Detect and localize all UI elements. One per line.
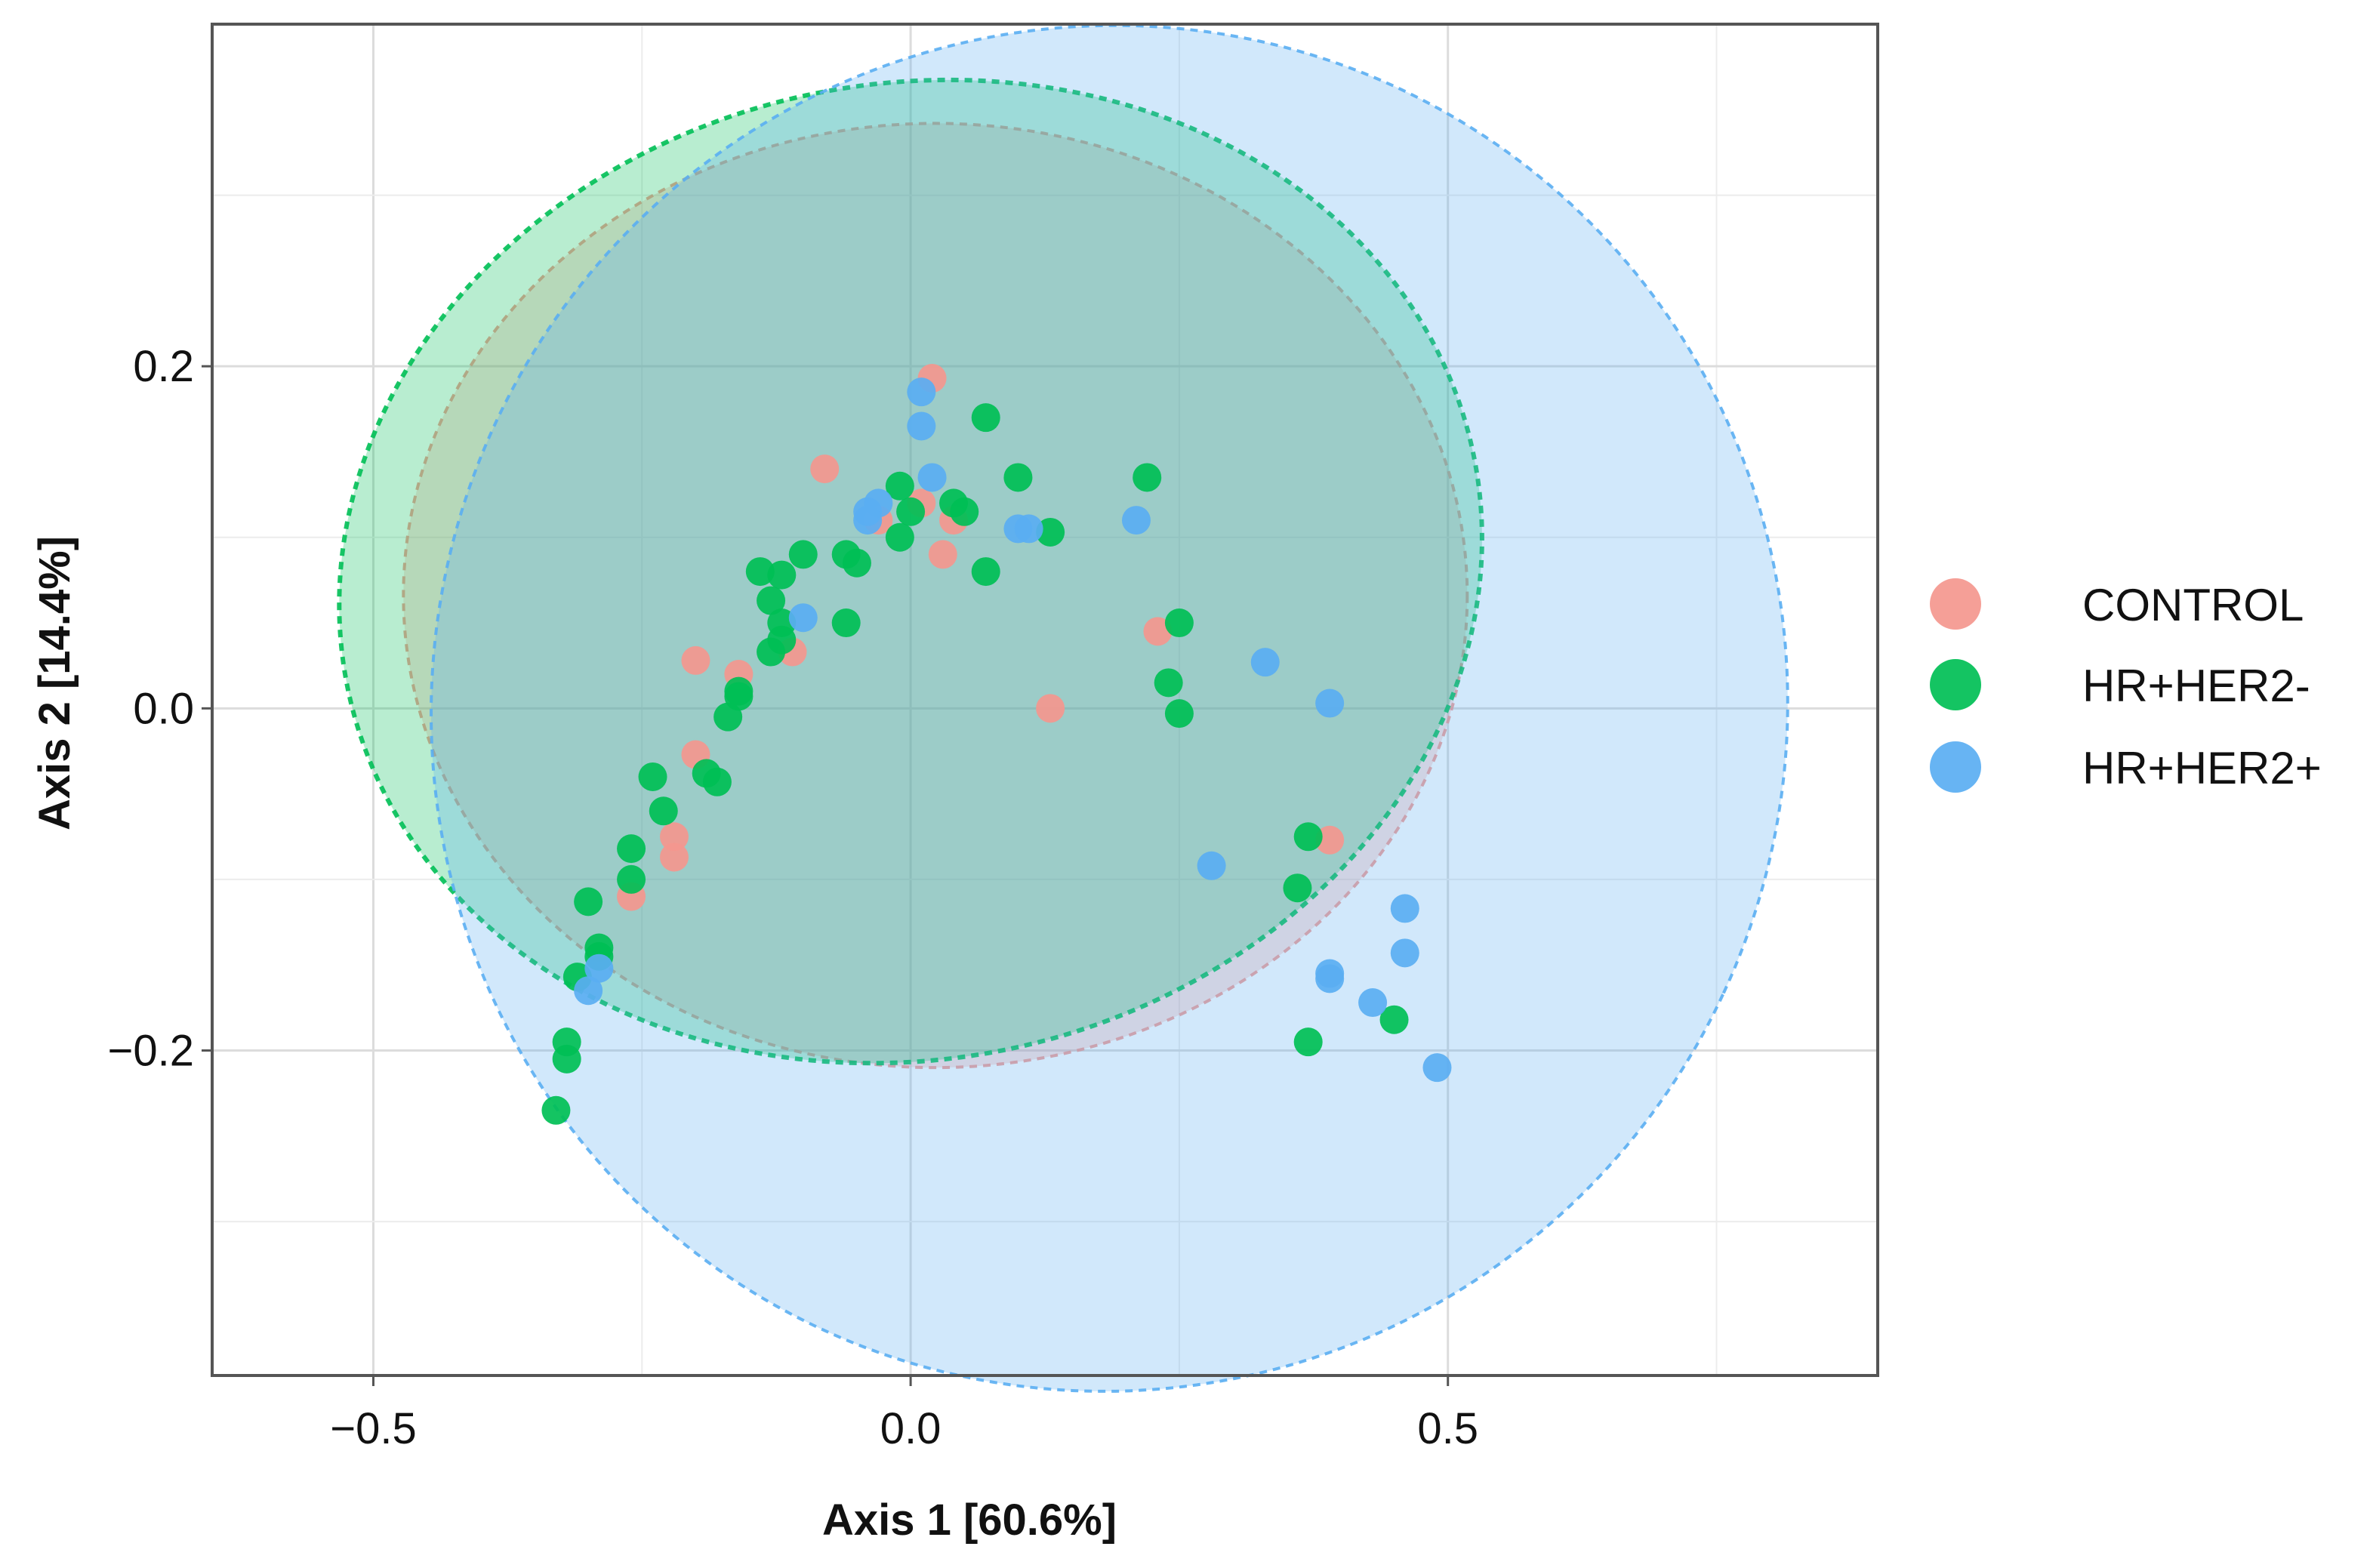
point-hr-her2- [1315,964,1345,993]
point-hr-her2- [757,586,786,615]
point-hr-her2- [1164,699,1194,729]
point-hr-her2- [1197,851,1226,880]
point-hr-her2- [574,887,603,916]
point-hr-her2- [907,377,936,407]
point-hr-her2- [950,497,979,526]
point-control [659,843,689,872]
point-hr-her2- [541,1095,571,1125]
point-hr-her2- [907,411,936,441]
point-hr-her2- [1250,648,1280,677]
legend-key-hr-her2- [1930,659,1981,710]
point-hr-her2- [1293,822,1323,852]
x-tick-label: 0.0 [880,1404,942,1453]
point-hr-her2- [1003,463,1033,492]
y-tick-label: 0.2 [133,342,194,391]
point-hr-her2- [1379,1005,1409,1034]
point-hr-her2- [757,637,786,667]
ellipse-hr-her2- [430,23,1789,1393]
point-hr-her2- [584,953,614,983]
point-hr-her2- [552,1044,581,1074]
point-hr-her2- [1014,514,1043,544]
point-hr-her2- [1121,506,1151,535]
x-axis-title: Axis 1 [60.6%] [822,1496,1117,1545]
point-hr-her2- [574,976,603,1006]
point-hr-her2- [971,403,1000,433]
point-control [659,822,689,852]
legend: CONTROL HR+HER2- HR+HER2+ [1930,578,2322,793]
point-hr-her2- [896,497,926,526]
legend-label-control: CONTROL [2082,580,2304,630]
point-hr-her2- [917,463,947,492]
point-hr-her2- [1036,517,1065,547]
point-hr-her2- [1390,938,1419,968]
legend-label-hr-her2-: HR+HER2- [2082,661,2310,711]
point-hr-her2- [1283,873,1312,903]
plot-panel-border [211,23,1879,1377]
ellipse-hr-her2- [337,77,1484,1066]
point-hr-her2- [702,767,732,796]
point-hr-her2- [767,560,797,590]
point-hr-her2- [1293,1027,1323,1057]
y-tick-label: −0.2 [108,1026,195,1075]
point-control [681,645,710,675]
point-hr-her2- [1358,988,1388,1018]
data-points [541,364,1452,1125]
x-tick-label: 0.5 [1417,1404,1478,1453]
point-hr-her2- [842,548,871,578]
point-hr-her2- [885,471,914,501]
legend-key-control [1930,578,1981,630]
point-hr-her2- [885,522,914,552]
point-hr-her2- [1390,894,1419,923]
y-axis-title: Axis 2 [14.4%] [30,536,79,830]
point-hr-her2- [831,608,861,638]
point-hr-her2- [788,603,818,633]
point-hr-her2- [1133,463,1162,492]
point-control [928,540,957,569]
point-hr-her2- [1315,689,1345,718]
point-hr-her2- [617,834,646,864]
point-hr-her2- [1164,608,1194,638]
point-hr-her2- [649,796,678,826]
point-control [1315,825,1345,855]
legend-label-hr-her2-: HR+HER2+ [2082,743,2322,793]
point-hr-her2- [617,864,646,894]
point-hr-her2- [713,702,743,732]
point-control [1036,694,1065,723]
point-hr-her2- [853,506,883,535]
point-control [810,454,840,484]
point-hr-her2- [788,540,818,569]
x-tick-label: −0.5 [330,1404,417,1453]
point-hr-her2- [971,557,1000,587]
axes: −0.5 0.0 0.5 −0.2 0.0 0.2 [108,342,1479,1453]
y-tick-label: 0.0 [133,684,194,733]
point-hr-her2- [1154,668,1183,698]
point-hr-her2- [1422,1053,1452,1083]
legend-key-hr-her2- [1930,741,1981,793]
point-control [1143,617,1173,646]
point-hr-her2- [745,557,775,587]
point-hr-her2- [638,762,667,791]
